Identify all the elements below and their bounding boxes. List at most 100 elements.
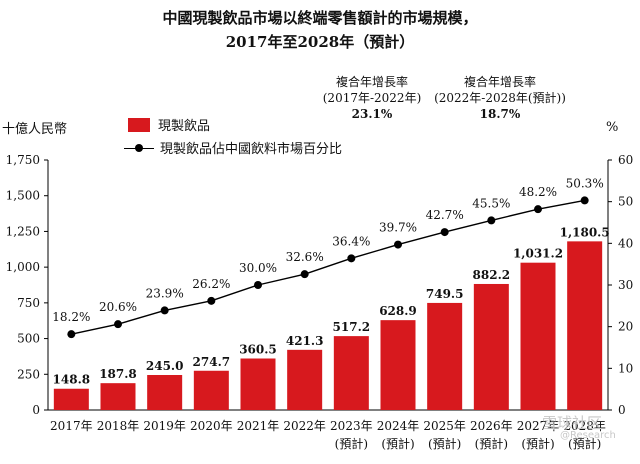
left-tick-label: 500 — [17, 332, 40, 346]
legend-bar-entry: 現製飲品 — [128, 115, 210, 134]
right-tick-label: 30 — [618, 278, 633, 292]
line-value-label: 36.4% — [332, 234, 370, 248]
cagr-value: 23.1% — [351, 107, 393, 121]
line-point — [440, 228, 449, 237]
bar — [380, 320, 416, 410]
x-tick-label: 2026年 — [470, 419, 513, 433]
right-tick-label: 60 — [618, 153, 633, 167]
bar — [193, 370, 229, 410]
bar-value-label: 274.7 — [193, 355, 231, 369]
line-point — [207, 296, 216, 305]
line-value-label: 42.7% — [426, 208, 464, 222]
x-tick-label: 2021年 — [237, 419, 280, 433]
right-tick-label: 10 — [618, 361, 633, 375]
line-point — [114, 320, 122, 329]
cagr-period: (2022年-2028年(預計)) — [434, 91, 566, 105]
share-line — [71, 199, 585, 335]
bar-value-label: 245.0 — [146, 359, 184, 373]
line-point — [160, 306, 169, 315]
bar — [520, 262, 556, 410]
bar — [147, 375, 183, 410]
line-value-label: 45.5% — [472, 196, 510, 210]
left-tick-label: 250 — [17, 367, 40, 381]
bar — [427, 302, 463, 410]
legend-line-swatch — [124, 141, 154, 155]
left-tick-label: 1,250 — [6, 224, 40, 238]
bar-value-label: 517.2 — [333, 320, 371, 334]
x-tick-sublabel: (預計) — [475, 436, 508, 451]
line-point — [487, 216, 496, 225]
bar-value-label: 187.8 — [99, 367, 137, 381]
bar-value-label: 628.9 — [379, 304, 417, 318]
line-point — [580, 196, 589, 205]
cagr-value: 18.7% — [479, 107, 521, 121]
x-tick-label: 2025年 — [423, 419, 466, 433]
chart-title-line1: 中國現製飲品市場以終端零售額計的市場規模， — [162, 9, 478, 27]
line-point — [534, 205, 542, 214]
left-tick-label: 1,500 — [6, 189, 40, 203]
line-value-label: 50.3% — [566, 176, 604, 190]
x-tick-label: 2028年 — [563, 419, 606, 433]
line-point — [300, 270, 309, 279]
bar-value-label: 749.5 — [426, 287, 464, 301]
cagr-2022-2028: 複合年增長率 (2022年-2028年(預計)) 18.7% — [430, 74, 570, 122]
right-axis-unit: % — [606, 120, 619, 135]
bar-value-label: 882.2 — [473, 268, 511, 282]
left-tick-label: 750 — [17, 296, 40, 310]
left-tick-label: 1,000 — [6, 260, 40, 274]
x-tick-label: 2027年 — [517, 419, 560, 433]
x-tick-sublabel: (預計) — [568, 436, 601, 451]
x-tick-label: 2019年 — [143, 419, 186, 433]
bar-value-label: 1,180.5 — [560, 225, 610, 239]
bar-value-label: 1,031.2 — [513, 247, 563, 261]
x-tick-sublabel: (預計) — [381, 436, 414, 451]
line-value-label: 48.2% — [519, 185, 557, 199]
cagr-label: 複合年增長率 — [335, 75, 408, 89]
x-tick-label: 2022年 — [283, 419, 326, 433]
line-point — [67, 330, 76, 339]
bar-value-label: 148.8 — [53, 373, 91, 387]
legend-line-entry: 現製飲品佔中國飲料市場百分比 — [124, 138, 342, 157]
bar — [473, 283, 509, 410]
line-point — [347, 254, 356, 263]
right-tick-label: 0 — [618, 403, 626, 417]
watermark-sub: @Research — [560, 430, 616, 441]
legend-bar-swatch — [128, 117, 150, 132]
line-value-label: 39.7% — [379, 221, 417, 235]
x-tick-label: 2024年 — [377, 419, 420, 433]
cagr-period: (2017年-2022年) — [322, 91, 422, 105]
cagr-2017-2022: 複合年增長率 (2017年-2022年) 23.1% — [312, 74, 432, 122]
x-tick-label: 2023年 — [330, 419, 373, 433]
chart-title-line2: 2017年至2028年（預計） — [225, 33, 415, 51]
watermark: 雪球社区 — [542, 414, 603, 432]
x-tick-label: 2018年 — [97, 419, 140, 433]
line-value-label: 30.0% — [239, 261, 277, 275]
x-tick-label: 2020年 — [190, 419, 233, 433]
bar-value-label: 360.5 — [239, 343, 277, 357]
x-tick-label: 2017年 — [50, 419, 93, 433]
bar-value-label: 421.3 — [286, 334, 324, 348]
bar — [567, 241, 603, 410]
line-value-label: 20.6% — [99, 300, 137, 314]
left-axis-unit: 十億人民幣 — [2, 122, 68, 137]
line-value-label: 18.2% — [52, 310, 90, 324]
line-point — [254, 281, 262, 289]
x-tick-sublabel: (預計) — [521, 436, 554, 451]
right-tick-label: 20 — [618, 320, 633, 334]
bar — [240, 358, 276, 410]
bar — [100, 383, 136, 410]
cagr-label: 複合年增長率 — [463, 75, 536, 89]
legend-bar-label: 現製飲品 — [158, 119, 211, 134]
line-value-label: 26.2% — [192, 277, 230, 291]
line-point — [394, 240, 402, 249]
right-tick-label: 40 — [618, 236, 633, 250]
bar — [53, 388, 89, 410]
bar — [287, 349, 323, 410]
right-tick-label: 50 — [618, 195, 633, 209]
bar — [333, 336, 369, 410]
x-tick-sublabel: (預計) — [428, 436, 461, 451]
x-tick-sublabel: (預計) — [335, 436, 368, 451]
line-value-label: 32.6% — [286, 250, 324, 264]
legend-line-label: 現製飲品佔中國飲料市場百分比 — [160, 142, 343, 157]
